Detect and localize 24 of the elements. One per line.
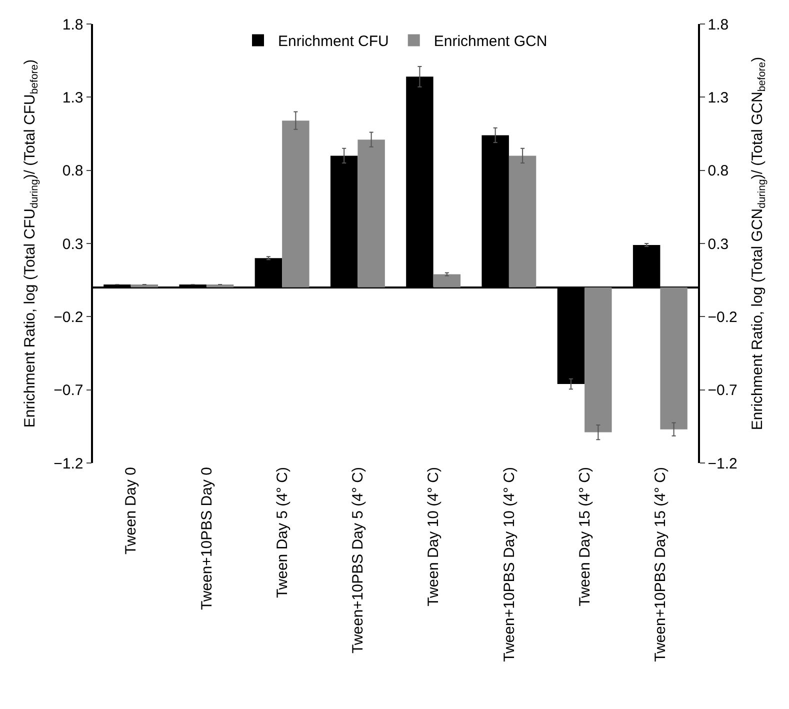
y2-tick-label: −1.2 — [708, 455, 738, 472]
y2-tick-label: 1.8 — [708, 16, 729, 34]
y-tick-label: −0.7 — [54, 382, 84, 400]
y-tick-label: 1.3 — [62, 89, 84, 106]
y2-tick-label: −0.2 — [708, 308, 738, 326]
y2-tick-label: 0.3 — [708, 236, 729, 253]
x-tick-label: Tween Day 15 (4° C) — [576, 467, 594, 606]
x-tick-label: Tween+10PBS Day 5 (4° C) — [350, 467, 367, 654]
x-tick-label: Tween+10PBS Day 10 (4° C) — [500, 467, 518, 662]
legend-label: Enrichment CFU — [278, 33, 389, 50]
x-tick-label: Tween+10PBS Day 0 — [198, 467, 216, 610]
y-tick-label: −1.2 — [54, 455, 84, 472]
y2-tick-label: 0.8 — [708, 162, 729, 180]
x-tick-label: Tween Day 5 (4° C) — [274, 466, 291, 598]
y2-tick-label: −0.7 — [708, 382, 738, 400]
x-tick-label: Tween Day 10 (4° C) — [425, 467, 442, 606]
x-tick-label: Tween Day 0 — [122, 467, 140, 555]
y-tick-label: 0.3 — [62, 236, 84, 253]
legend-label: Enrichment GCN — [434, 33, 548, 50]
y-tick-label: 0.8 — [62, 162, 84, 180]
y2-tick-label: 1.3 — [708, 89, 729, 106]
y-tick-label: −0.2 — [54, 308, 84, 326]
x-tick-label: Tween+10PBS Day 15 (4° C) — [652, 467, 670, 662]
y-tick-label: 1.8 — [62, 16, 84, 34]
